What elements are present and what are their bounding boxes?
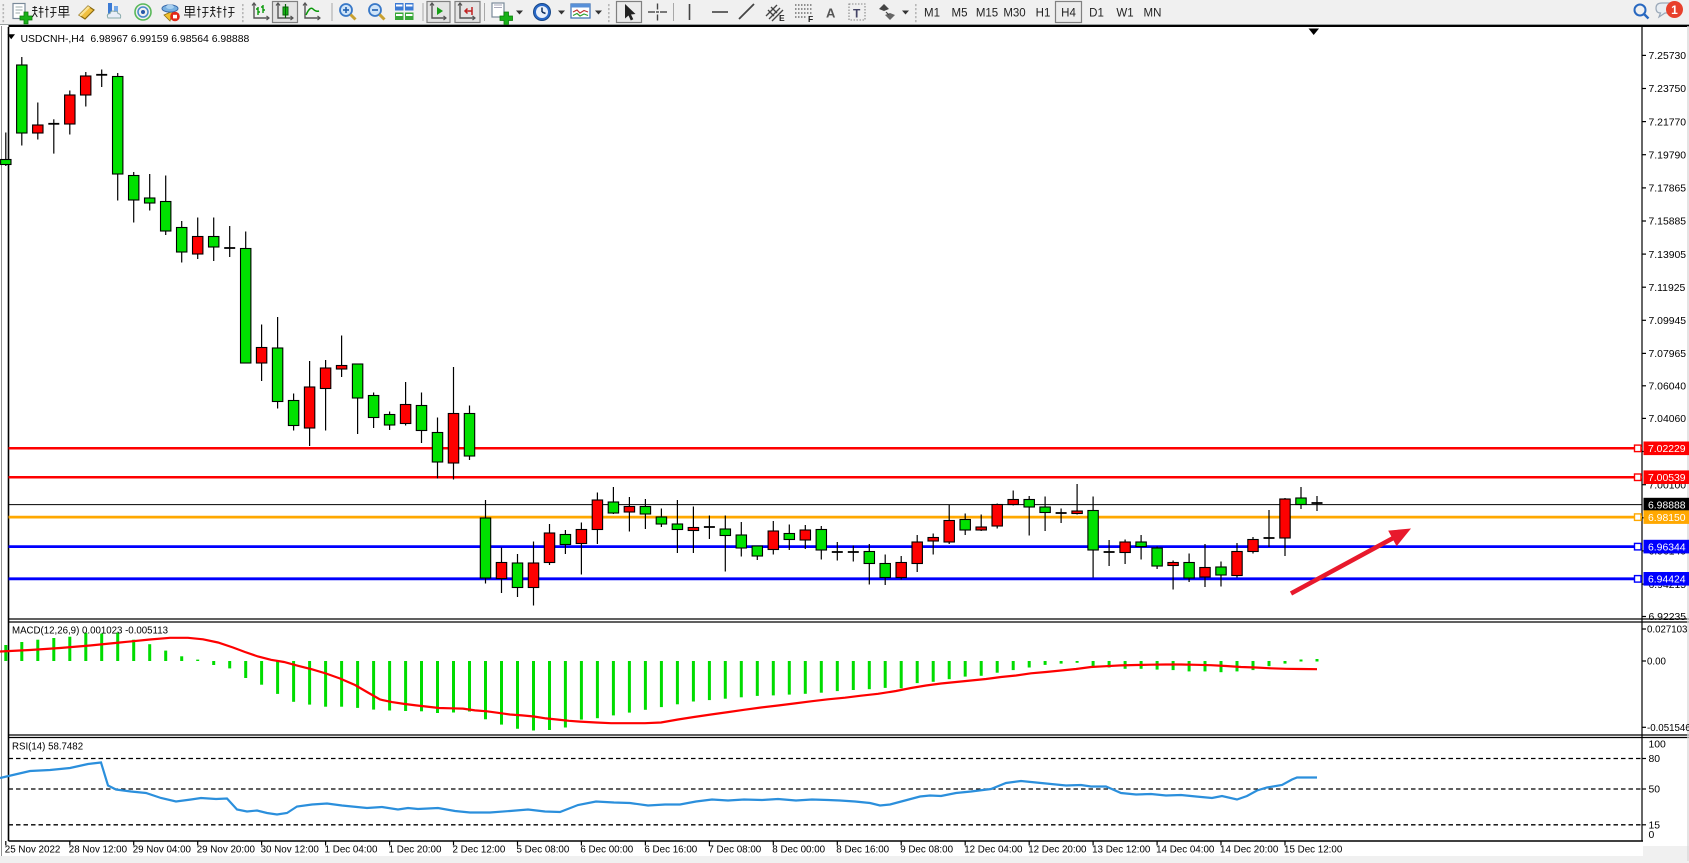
svg-text:25 Nov 2022: 25 Nov 2022 <box>5 845 61 856</box>
svg-text:0: 0 <box>1649 830 1655 841</box>
svg-text:A: A <box>826 6 836 21</box>
svg-text:29 Nov 04:00: 29 Nov 04:00 <box>133 845 192 856</box>
svg-text:7.15885: 7.15885 <box>1649 217 1687 228</box>
svg-text:30 Nov 12:00: 30 Nov 12:00 <box>261 845 320 856</box>
svg-text:7.23750: 7.23750 <box>1649 84 1687 95</box>
svg-text:7.04060: 7.04060 <box>1649 414 1687 425</box>
svg-text:MN: MN <box>1144 8 1162 20</box>
svg-text:7.21770: 7.21770 <box>1649 117 1687 128</box>
svg-text:7.13905: 7.13905 <box>1649 250 1687 261</box>
svg-text:7.00100: 7.00100 <box>1649 480 1687 491</box>
svg-text:6 Dec 16:00: 6 Dec 16:00 <box>644 845 697 856</box>
svg-text:7.07965: 7.07965 <box>1649 349 1687 360</box>
svg-text:28 Nov 12:00: 28 Nov 12:00 <box>69 845 128 856</box>
svg-text:5 Dec 08:00: 5 Dec 08:00 <box>517 845 570 856</box>
svg-text:M5: M5 <box>952 8 968 20</box>
svg-text:100: 100 <box>1649 740 1667 751</box>
svg-text:D1: D1 <box>1089 8 1104 20</box>
svg-text:H1: H1 <box>1036 8 1051 20</box>
svg-text:M15: M15 <box>976 8 998 20</box>
svg-text:7.19790: 7.19790 <box>1649 150 1687 161</box>
svg-text:7.25730: 7.25730 <box>1649 51 1687 62</box>
svg-text:15: 15 <box>1649 821 1661 832</box>
svg-text:7.06040: 7.06040 <box>1649 382 1687 393</box>
svg-text:MACD(12,26,9) 0.001023 -0.0051: MACD(12,26,9) 0.001023 -0.005113 <box>12 626 168 637</box>
svg-text:M30: M30 <box>1003 8 1025 20</box>
svg-text:50: 50 <box>1649 785 1661 796</box>
svg-text:12 Dec 20:00: 12 Dec 20:00 <box>1028 845 1087 856</box>
svg-text:USDCNH-,H4 6.98967 6.99159 6.: USDCNH-,H4 6.98967 6.99159 6.98564 6.988… <box>21 34 250 45</box>
svg-text:8 Dec 16:00: 8 Dec 16:00 <box>836 845 889 856</box>
svg-text:6.98888: 6.98888 <box>1648 500 1686 511</box>
svg-text:13 Dec 12:00: 13 Dec 12:00 <box>1092 845 1151 856</box>
svg-text:6.94424: 6.94424 <box>1648 575 1686 586</box>
svg-text:7 Dec 08:00: 7 Dec 08:00 <box>708 845 761 856</box>
svg-text:F: F <box>808 14 813 24</box>
svg-text:-0.051546: -0.051546 <box>1647 723 1689 734</box>
svg-text:7.17865: 7.17865 <box>1649 184 1687 195</box>
svg-text:W1: W1 <box>1116 8 1133 20</box>
svg-text:RSI(14) 58.7482: RSI(14) 58.7482 <box>12 742 83 753</box>
svg-text:1: 1 <box>1671 3 1678 17</box>
svg-text:T: T <box>853 7 861 21</box>
svg-text:80: 80 <box>1649 754 1661 765</box>
svg-text:15 Dec 12:00: 15 Dec 12:00 <box>1284 845 1343 856</box>
svg-text:6.96344: 6.96344 <box>1648 542 1686 553</box>
svg-text:7.09945: 7.09945 <box>1649 316 1687 327</box>
svg-text:6 Dec 00:00: 6 Dec 00:00 <box>580 845 633 856</box>
svg-text:1 Dec 20:00: 1 Dec 20:00 <box>389 845 442 856</box>
svg-text:E: E <box>779 13 785 23</box>
svg-text:6.98150: 6.98150 <box>1648 513 1686 524</box>
svg-text:7.02229: 7.02229 <box>1648 444 1686 455</box>
svg-text:9 Dec 08:00: 9 Dec 08:00 <box>900 845 953 856</box>
svg-text:8 Dec 00:00: 8 Dec 00:00 <box>772 845 825 856</box>
svg-text:7.00539: 7.00539 <box>1648 473 1686 484</box>
svg-text:2 Dec 12:00: 2 Dec 12:00 <box>453 845 506 856</box>
svg-text:H4: H4 <box>1061 8 1076 20</box>
svg-text:29 Nov 20:00: 29 Nov 20:00 <box>197 845 256 856</box>
svg-text:12 Dec 04:00: 12 Dec 04:00 <box>964 845 1023 856</box>
svg-text:14 Dec 04:00: 14 Dec 04:00 <box>1156 845 1215 856</box>
svg-text:14 Dec 20:00: 14 Dec 20:00 <box>1220 845 1279 856</box>
svg-text:M1: M1 <box>924 8 940 20</box>
svg-text:1 Dec 04:00: 1 Dec 04:00 <box>325 845 378 856</box>
svg-text:0.027103: 0.027103 <box>1647 625 1687 636</box>
svg-text:7.11925: 7.11925 <box>1649 283 1686 294</box>
svg-text:6.92235: 6.92235 <box>1649 612 1687 623</box>
svg-text:0.00: 0.00 <box>1647 657 1666 668</box>
